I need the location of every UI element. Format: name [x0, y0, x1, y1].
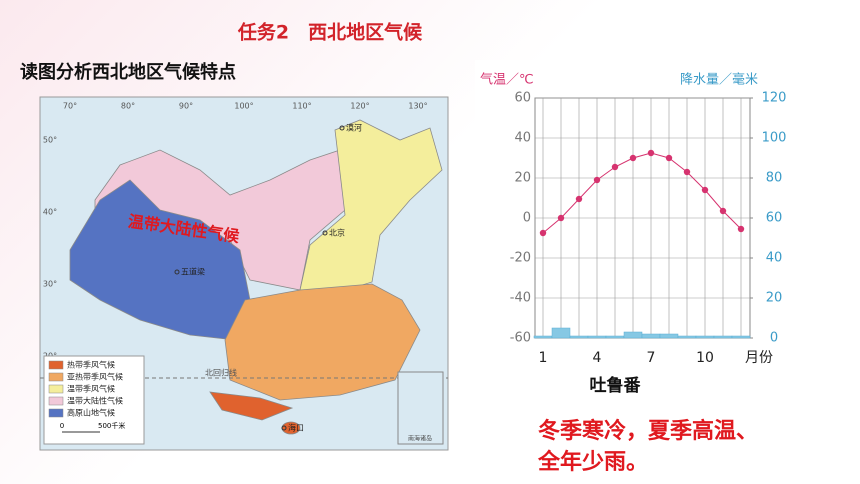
precip-bar [713, 335, 733, 339]
y-axis-label: 气温／℃ [480, 72, 534, 88]
temp-point [719, 207, 727, 215]
longitude-label: 80° [121, 102, 135, 111]
temp-point [665, 154, 673, 162]
x-axis-label: 月份 [745, 350, 773, 366]
y-tick-label: 40 [514, 131, 531, 146]
longitude-label: 110° [292, 102, 311, 111]
y-tick-label: 20 [514, 171, 531, 186]
y2-tick-label: 0 [770, 331, 778, 346]
y-tick-label: 60 [514, 91, 531, 106]
longitude-label: 70° [63, 102, 77, 111]
temp-point [611, 163, 619, 171]
place-label: 海口 [288, 423, 304, 433]
latitude-label: 40° [43, 208, 57, 217]
chart-panel [475, 60, 760, 405]
precip-bar [677, 335, 697, 339]
climate-region [299, 119, 443, 296]
longitude-label: 130° [408, 102, 427, 111]
precip-bar [641, 333, 661, 339]
legend-label: 高原山地气候 [67, 408, 115, 418]
legend-swatch [48, 360, 64, 370]
y2-tick-label: 40 [766, 251, 783, 266]
legend-label: 热带季风气候 [67, 360, 115, 370]
place-label: 漠河 [346, 123, 362, 133]
map: 70°80°90°100°110°120°130°50°40°30°20°漠河北… [40, 102, 448, 445]
legend-label: 亚热带季风气候 [67, 372, 123, 382]
y2-tick-label: 80 [766, 171, 783, 186]
precip-bar [533, 335, 553, 339]
legend-label: 温带季风气候 [67, 384, 115, 394]
climate-region [224, 283, 421, 401]
x-tick-label: 4 [593, 350, 602, 366]
climate-region [281, 421, 301, 435]
y2-tick-label: 100 [762, 131, 787, 146]
place-label: 五道梁 [181, 267, 205, 277]
latitude-label: 30° [43, 280, 57, 289]
y2-axis-label: 降水量／毫米 [680, 72, 758, 88]
precip-bar [695, 335, 715, 339]
longitude-label: 90° [179, 102, 193, 111]
conclusion: 冬季寒冷，夏季高温、 [538, 418, 758, 444]
place-dot [322, 230, 328, 236]
x-tick-label: 1 [539, 350, 548, 366]
temp-point [539, 229, 547, 237]
precip-bar [659, 333, 679, 339]
inset-label: 南海诸岛 [408, 435, 432, 443]
precip-bar [569, 335, 589, 339]
temp-line [542, 152, 742, 234]
legend-label: 温带大陆性气候 [67, 396, 123, 406]
prompt: 读图分析西北地区气候特点 [20, 61, 236, 83]
legend-swatch [48, 372, 64, 382]
temp-point [737, 225, 745, 233]
y-tick-label: -40 [510, 291, 531, 306]
place-dot [174, 269, 180, 275]
legend-swatch [48, 396, 64, 406]
inset-frame [397, 371, 444, 445]
latitude-label: 50° [43, 136, 57, 145]
tropic-label: 北回归线 [205, 368, 237, 378]
chart-title: 吐鲁番 [590, 375, 642, 396]
temp-point [683, 168, 691, 176]
temp-point [647, 149, 655, 157]
temp-point [557, 214, 565, 222]
place-dot [281, 425, 287, 431]
y-tick-label: -60 [510, 331, 531, 346]
precip-bar [605, 335, 625, 339]
temp-point [629, 154, 637, 162]
legend-swatch [48, 384, 64, 394]
precip-bar [731, 335, 751, 339]
temp-point [701, 186, 709, 194]
x-tick-label: 10 [696, 350, 714, 366]
slide-title: 任务2 西北地区气候 [237, 21, 423, 44]
x-tick-label: 7 [647, 350, 656, 366]
longitude-label: 120° [350, 102, 369, 111]
y-tick-label: -20 [510, 251, 531, 266]
scale-label: 0 [60, 422, 64, 430]
y-tick-label: 0 [523, 211, 531, 226]
y2-tick-label: 20 [766, 291, 783, 306]
climate-chart: 1 4 7 10 月份 -60 -40 -20 0 20 40 60 0 20 40 60 80 100 120 气温… [480, 72, 786, 397]
temp-point [593, 176, 601, 184]
conclusion: 全年少雨。 [537, 449, 648, 475]
temp-point [575, 195, 583, 203]
precip-bar [587, 335, 607, 339]
precip-bar [551, 327, 571, 339]
precip-bar [623, 331, 643, 339]
y2-tick-label: 120 [762, 91, 787, 106]
legend-swatch [48, 408, 64, 418]
y2-tick-label: 60 [766, 211, 783, 226]
place-dot [339, 125, 345, 131]
longitude-label: 100° [234, 102, 253, 111]
climate-region [209, 391, 294, 421]
scale-label: 500千米 [98, 421, 125, 430]
place-label: 北京 [329, 228, 345, 238]
